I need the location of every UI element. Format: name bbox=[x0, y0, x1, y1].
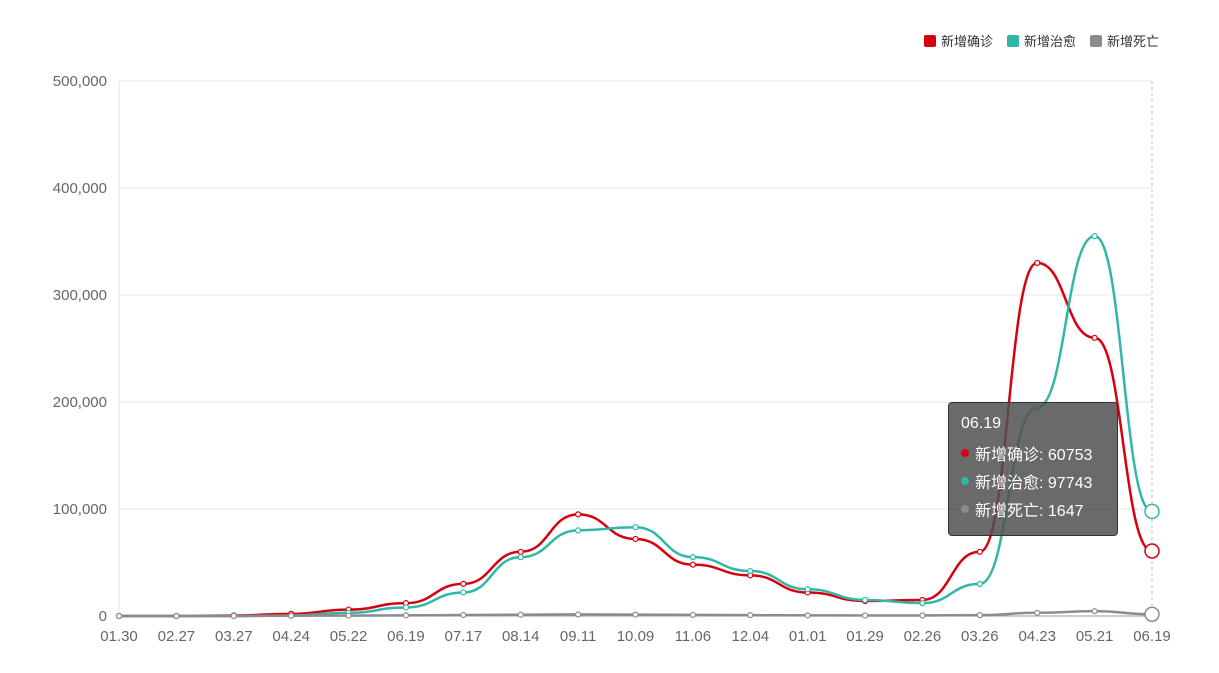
legend: 新增确诊 新增治愈 新增死亡 bbox=[923, 31, 1159, 50]
data-point[interactable] bbox=[689, 611, 696, 619]
tooltip-text-confirmed: 新增确诊: 60753 bbox=[975, 447, 1093, 464]
tooltip-row-confirmed: 新增确诊: 60753 bbox=[961, 439, 1105, 467]
x-tick-label: 10.09 bbox=[617, 628, 655, 645]
y-axis-labels: 0 100,000 200,000 300,000 400,000 500,000 bbox=[53, 73, 107, 625]
data-point[interactable] bbox=[230, 612, 237, 620]
x-tick-label: 05.22 bbox=[330, 628, 368, 645]
x-tick-label: 05.21 bbox=[1076, 628, 1114, 645]
data-point[interactable] bbox=[632, 524, 639, 531]
data-point[interactable] bbox=[460, 611, 467, 619]
tooltip-dot-recovered bbox=[961, 477, 969, 485]
data-point[interactable] bbox=[689, 561, 696, 568]
data-point[interactable] bbox=[976, 580, 983, 588]
x-tick-label: 02.26 bbox=[904, 628, 942, 645]
data-point[interactable] bbox=[747, 567, 754, 575]
data-point[interactable] bbox=[1091, 608, 1098, 615]
data-point[interactable] bbox=[173, 612, 180, 620]
tooltip-dot-deaths bbox=[961, 505, 969, 513]
data-point[interactable] bbox=[804, 586, 811, 593]
x-tick-label: 08.14 bbox=[502, 628, 540, 645]
data-point[interactable] bbox=[919, 600, 926, 607]
data-point[interactable] bbox=[1144, 606, 1160, 622]
legend-item-recovered[interactable]: 新增治愈 bbox=[1006, 31, 1076, 50]
legend-label-confirmed: 新增确诊 bbox=[940, 34, 993, 49]
tooltip-text-deaths: 新增死亡: 1647 bbox=[975, 503, 1084, 520]
legend-swatch-recovered bbox=[1006, 34, 1019, 47]
data-point[interactable] bbox=[1034, 259, 1041, 266]
data-point[interactable] bbox=[345, 612, 352, 619]
tooltip-title: 06.19 bbox=[961, 415, 1002, 432]
series-line-1 bbox=[118, 234, 1153, 618]
tooltip-row-recovered: 新增治愈: 97743 bbox=[961, 467, 1105, 495]
data-point[interactable] bbox=[632, 611, 639, 618]
data-point[interactable] bbox=[288, 612, 295, 619]
data-point[interactable] bbox=[575, 511, 582, 518]
legend-label-recovered: 新增治愈 bbox=[1023, 34, 1076, 49]
y-tick-label: 400,000 bbox=[53, 180, 107, 197]
data-point[interactable] bbox=[632, 535, 639, 543]
data-point[interactable] bbox=[460, 580, 467, 588]
data-point[interactable] bbox=[747, 612, 754, 619]
y-tick-label: 200,000 bbox=[53, 394, 107, 411]
x-axis-labels: 01.30 02.27 03.27 04.24 05.22 06.19 07.17 08.14… bbox=[100, 628, 1171, 645]
tooltip-text-recovered: 新增治愈: 97743 bbox=[975, 475, 1093, 492]
data-point[interactable] bbox=[689, 554, 696, 561]
x-tick-label: 01.29 bbox=[846, 628, 884, 645]
data-point[interactable] bbox=[517, 548, 524, 555]
x-tick-label: 11.06 bbox=[675, 628, 711, 645]
tooltip: 06.19 新增确诊: 60753 新增治愈: 97743 新增死亡: 1647 bbox=[948, 402, 1118, 536]
x-tick-label: 02.27 bbox=[158, 628, 196, 645]
data-point[interactable] bbox=[804, 612, 811, 619]
tooltip-row-deaths: 新增死亡: 1647 bbox=[961, 495, 1105, 523]
data-point[interactable] bbox=[1091, 233, 1098, 240]
x-tick-label: 01.30 bbox=[100, 628, 138, 645]
series-lines bbox=[115, 233, 1160, 622]
data-point[interactable] bbox=[1034, 609, 1041, 616]
tooltip-dot-confirmed bbox=[961, 449, 969, 457]
x-tick-label: 09.11 bbox=[560, 628, 596, 645]
x-tick-label: 04.24 bbox=[272, 628, 310, 645]
x-tick-label: 07.17 bbox=[445, 628, 483, 645]
x-tick-label: 03.26 bbox=[961, 628, 999, 645]
data-point[interactable] bbox=[402, 604, 410, 611]
data-point[interactable] bbox=[517, 554, 524, 561]
data-point[interactable] bbox=[1144, 503, 1160, 520]
y-tick-label: 300,000 bbox=[53, 287, 107, 304]
x-tick-label: 03.27 bbox=[215, 628, 253, 645]
data-point[interactable] bbox=[861, 596, 869, 604]
y-tick-label: 100,000 bbox=[53, 501, 107, 518]
data-point[interactable] bbox=[919, 612, 926, 619]
data-point[interactable] bbox=[402, 612, 410, 619]
y-tick-label: 0 bbox=[99, 608, 107, 625]
legend-item-confirmed[interactable]: 新增确诊 bbox=[923, 31, 993, 50]
data-point[interactable] bbox=[861, 612, 869, 619]
x-tick-label: 06.19 bbox=[387, 628, 425, 645]
x-tick-label: 01.01 bbox=[789, 628, 827, 645]
data-point[interactable] bbox=[976, 548, 983, 555]
legend-item-deaths[interactable]: 新增死亡 bbox=[1089, 31, 1159, 50]
data-point[interactable] bbox=[1091, 334, 1098, 341]
x-tick-label: 12.04 bbox=[732, 628, 770, 645]
data-point[interactable] bbox=[976, 612, 983, 619]
data-point[interactable] bbox=[575, 611, 582, 618]
legend-swatch-confirmed bbox=[923, 34, 936, 47]
y-tick-label: 500,000 bbox=[53, 73, 107, 90]
data-point[interactable] bbox=[517, 611, 524, 618]
legend-label-deaths: 新增死亡 bbox=[1106, 34, 1159, 49]
data-point[interactable] bbox=[460, 589, 467, 596]
data-point[interactable] bbox=[575, 527, 582, 534]
legend-swatch-deaths bbox=[1089, 34, 1102, 47]
data-point[interactable] bbox=[115, 612, 123, 620]
x-tick-label: 06.19 bbox=[1133, 628, 1171, 645]
data-point[interactable] bbox=[1144, 543, 1160, 559]
x-tick-label: 04.23 bbox=[1018, 628, 1056, 645]
